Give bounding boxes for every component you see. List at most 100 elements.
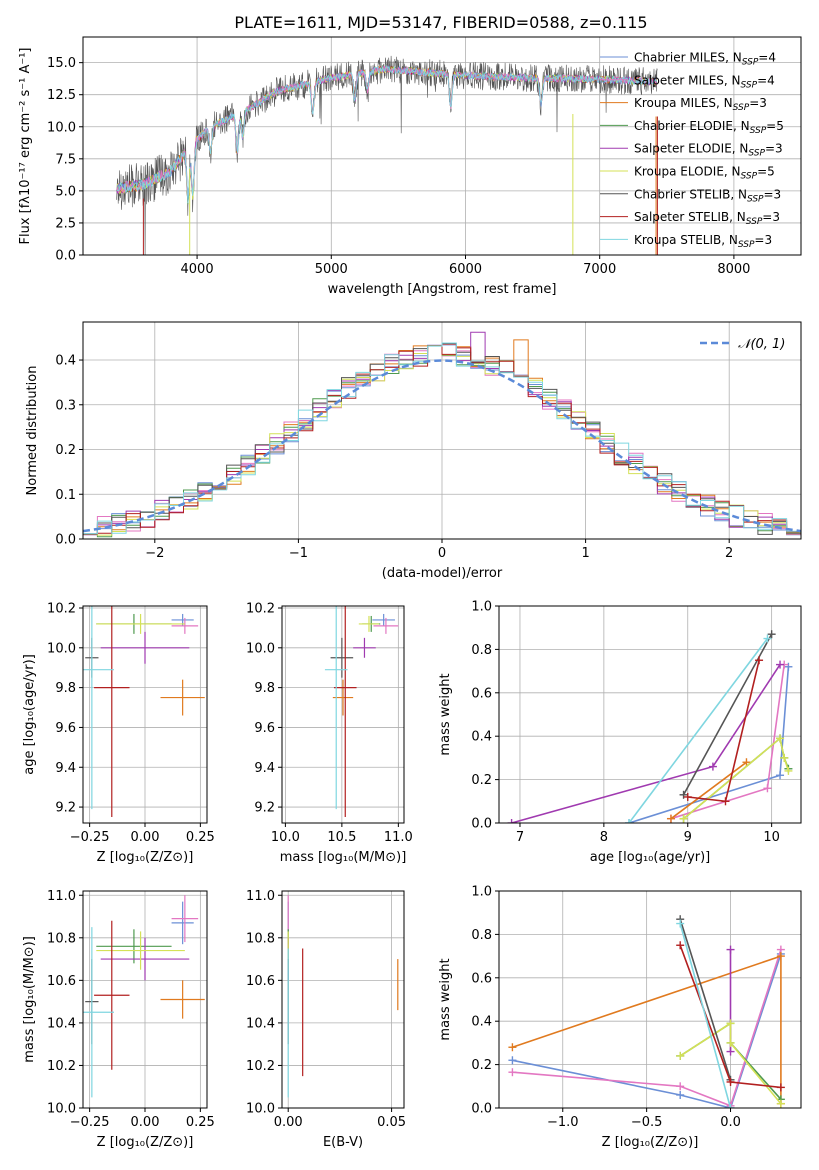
x-tick-label: 0.25 [186,830,215,845]
x-tick-label: 9 [684,830,692,845]
weight-marker-salpeter-elodie [507,819,516,823]
y-tick-label: 0.4 [55,354,76,369]
y-tick-label: 0.1 [55,488,76,503]
axes-weight-vs-age: 7 8 9 10 0.0 0.2 0.4 0.6 0.8 1.0 age [log₁₀(age/yr… [438,600,802,865]
x-tick-label: 0.0 [720,1115,741,1130]
weight-line-kroupa-stelib [628,638,769,823]
errorbar-kroupa-stelib [83,927,114,1098]
errorbar-kroupa-miles [160,980,205,1019]
weight-marker-kroupa-elodie [676,1051,685,1060]
axes-weight-vs-Z: −1.0 −0.5 0.0 0.0 0.2 0.4 0.6 0.8 1.0 Z [log₁₀(Z/… [438,885,802,1150]
y-axis-label: Normed distribution [25,366,40,496]
x-tick-label: 6000 [449,262,482,277]
axes-frame [281,605,405,824]
x-axis-label: age [log₁₀(age/yr)] [590,850,711,865]
y-tick-label: 0.0 [471,817,492,832]
errorbar-chabrier-stelib [330,637,354,678]
plot-content [324,606,399,818]
y-tick-label: 15.0 [47,56,76,71]
errorbar-kroupa-stelib [83,606,114,810]
axes-spectrum: 4000 5000 6000 7000 8000 0.0 2.5 5.0 7.5 10.0 12.5… [18,36,802,297]
errorbar-kroupa-elodie [358,615,380,632]
weight-marker-chabrier-stelib [679,790,688,799]
y-tick-label: 10.8 [47,931,76,946]
errorbar-kroupa-miles [160,679,205,716]
y-tick-label: 10.4 [47,1016,76,1031]
y-tick-label: 0.0 [55,533,76,548]
y-tick-label: 0.6 [471,686,492,701]
histogram-kroupa-stelib [83,342,801,535]
x-tick-label: 4000 [181,262,214,277]
y-tick-label: 0.2 [471,773,492,788]
weight-marker-kroupa-elodie [679,814,688,823]
weight-marker-salpeter-miles [508,1068,517,1077]
weight-marker-kroupa-elodie [784,766,793,775]
y-tick-label: 0.2 [55,443,76,458]
weight-marker-salpeter-elodie [726,945,735,954]
x-tick-label: 10 [763,830,780,845]
y-tick-label: 10.0 [47,641,76,656]
plot-area [499,606,801,823]
y-tick-label: 0.4 [471,1015,492,1030]
spectrum-line-kroupa-stelib [116,65,657,204]
y-tick-label: 9.6 [55,721,76,736]
x-axis-label: Z [log₁₀(Z/Z⊙)] [97,850,194,865]
weight-marker-kroupa-stelib [676,919,685,928]
x-tick-label: 0.05 [377,1115,406,1130]
plot-content [83,606,205,818]
weight-marker-salpeter-stelib [683,792,692,801]
weight-line-kroupa-elodie [683,736,790,820]
weight-line-salpeter-miles [512,949,782,1107]
axes-frame [498,890,802,1109]
weight-line-kroupa-elodie [679,1021,782,1105]
x-tick-label: 0.25 [186,1115,215,1130]
errorbar-salpeter-miles [373,617,399,634]
errorbar-salpeter-stelib [94,606,130,818]
y-tick-label: 9.8 [55,681,76,696]
y-tick-label: 12.5 [47,88,76,103]
x-tick-label: 0 [438,546,446,561]
legend-label-chabrier-elodie: Chabrier ELODIE, NSSP=5 [634,119,784,136]
errorbar-salpeter-miles [171,617,199,634]
x-tick-label: −0.5 [631,1115,663,1130]
y-tick-label: 9.2 [254,801,275,816]
weight-marker-salpeter-stelib [676,941,685,950]
y-axis-label: mass weight [438,673,453,755]
y-tick-label: 10.0 [47,120,76,135]
axes-age-vs-mass: 10.0 10.5 11.0 9.2 9.4 9.6 9.8 10.0 10.2 mass [lo… [246,601,413,865]
y-tick-label: 1.0 [471,600,492,615]
y-tick-label: 0.0 [55,249,76,264]
x-tick-label: 0.00 [274,1115,303,1130]
axes-frame [498,605,802,824]
y-tick-label: 1.0 [471,885,492,900]
y-tick-label: 10.2 [246,601,275,616]
x-tick-label: 11.0 [384,830,413,845]
plot-content [507,630,793,823]
weight-marker-kroupa-elodie [726,1038,735,1047]
x-tick-label: −0.25 [70,1115,110,1130]
y-axis-label: mass weight [438,958,453,1040]
weight-marker-chabrier-miles [508,1056,517,1065]
y-tick-label: 9.6 [254,721,275,736]
x-tick-label: −2 [145,546,164,561]
legend-label-kroupa-elodie: Kroupa ELODIE, NSSP=5 [634,165,775,182]
y-tick-label: 10.0 [47,1102,76,1117]
y-tick-label: 0.8 [471,643,492,658]
y-tick-label: 10.2 [47,601,76,616]
y-tick-label: 0.6 [471,971,492,986]
x-axis-label: E(B-V) [323,1135,363,1150]
legend-label-normal: 𝒩(0, 1) [738,337,785,352]
plot-content [116,55,658,255]
histogram-salpeter-stelib [83,345,801,535]
y-tick-label: 0.8 [471,928,492,943]
errorbar-kroupa-elodie [96,931,185,970]
weight-marker-chabrier-stelib [767,630,776,639]
legend-label-salpeter-elodie: Salpeter ELODIE, NSSP=3 [634,142,783,159]
errorbar-salpeter-elodie [353,637,376,658]
x-tick-label: 10.5 [327,830,356,845]
grid [282,606,404,823]
y-tick-label: 0.3 [55,398,76,413]
x-tick-label: 5000 [315,262,348,277]
x-tick-label: 1 [581,546,589,561]
plot-area [499,891,801,1108]
